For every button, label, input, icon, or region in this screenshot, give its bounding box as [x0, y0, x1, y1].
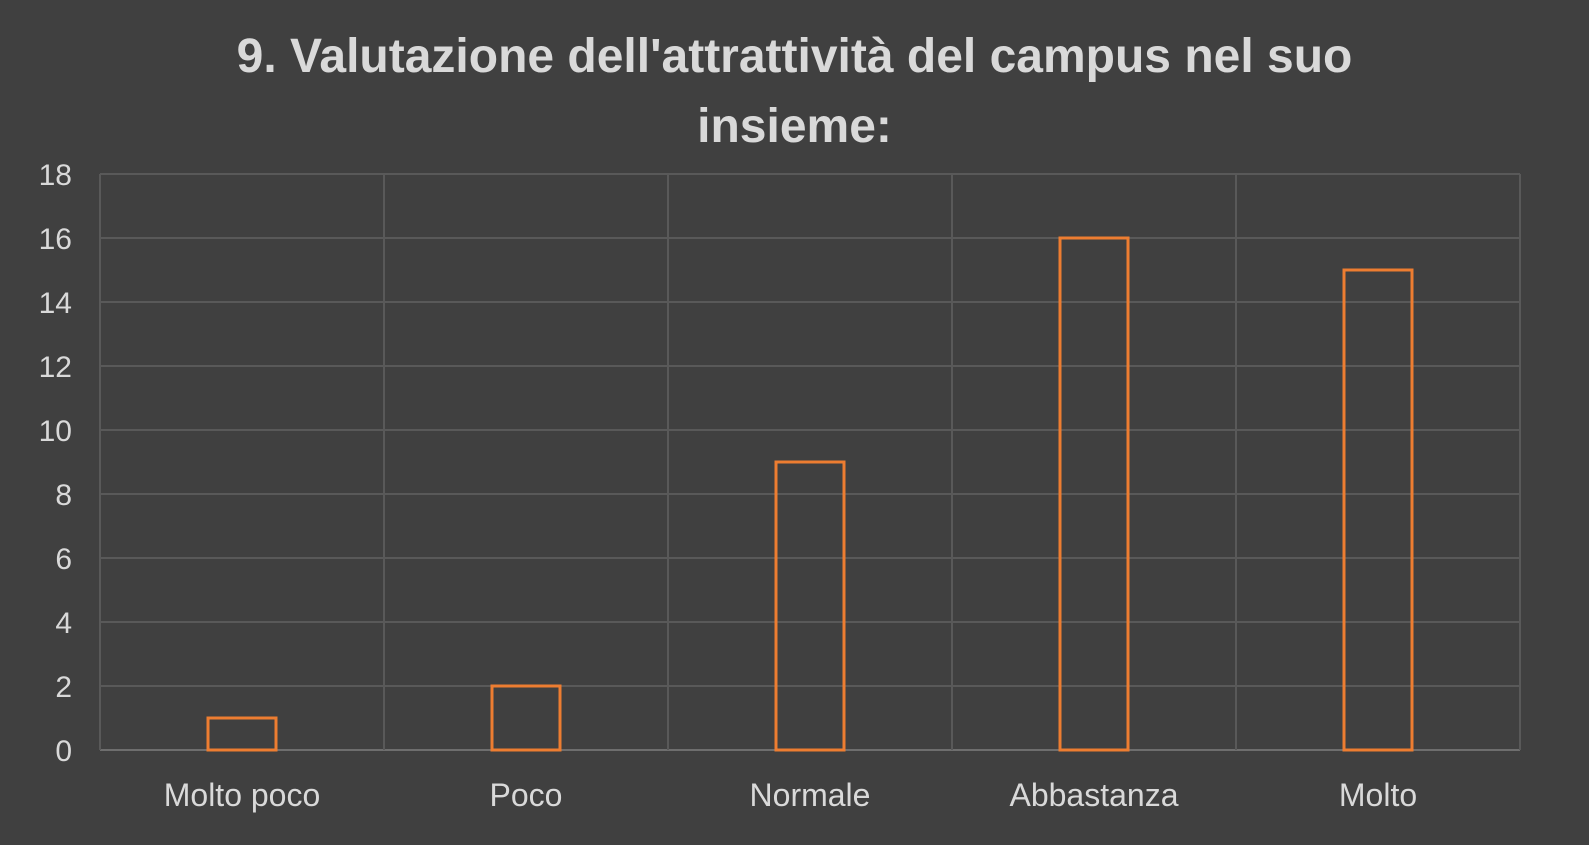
bar	[1058, 236, 1130, 752]
y-tick-label: 2	[55, 671, 72, 704]
bars	[206, 236, 1414, 752]
y-tick-label: 18	[39, 159, 72, 192]
y-tick-label: 12	[39, 351, 72, 384]
category-label: Molto poco	[164, 777, 321, 813]
bar	[1342, 268, 1414, 752]
category-label: Abbastanza	[1009, 777, 1178, 813]
y-tick-label: 8	[55, 479, 72, 512]
chart-title-line-1: 9. Valutazione dell'attrattività del cam…	[236, 30, 1353, 83]
grid-lines	[99, 173, 1521, 751]
category-label: Poco	[490, 777, 563, 813]
chart-title: 9. Valutazione dell'attrattività del cam…	[0, 22, 1589, 162]
bar	[774, 460, 846, 752]
x-axis-labels: Molto poco Poco Normale Abbastanza Molto	[164, 777, 1417, 813]
y-axis-labels: 0 2 4 6 8 10 12 14 16 18	[39, 159, 72, 768]
category-label: Molto	[1339, 777, 1417, 813]
y-tick-label: 16	[39, 223, 72, 256]
bar	[206, 716, 278, 752]
category-label: Normale	[750, 777, 871, 813]
y-tick-label: 0	[55, 735, 72, 768]
bar	[490, 684, 562, 752]
y-tick-label: 14	[39, 287, 72, 320]
chart-title-line-2: insieme:	[697, 100, 892, 153]
y-tick-label: 6	[55, 543, 72, 576]
y-tick-label: 10	[39, 415, 72, 448]
y-tick-label: 4	[55, 607, 72, 640]
